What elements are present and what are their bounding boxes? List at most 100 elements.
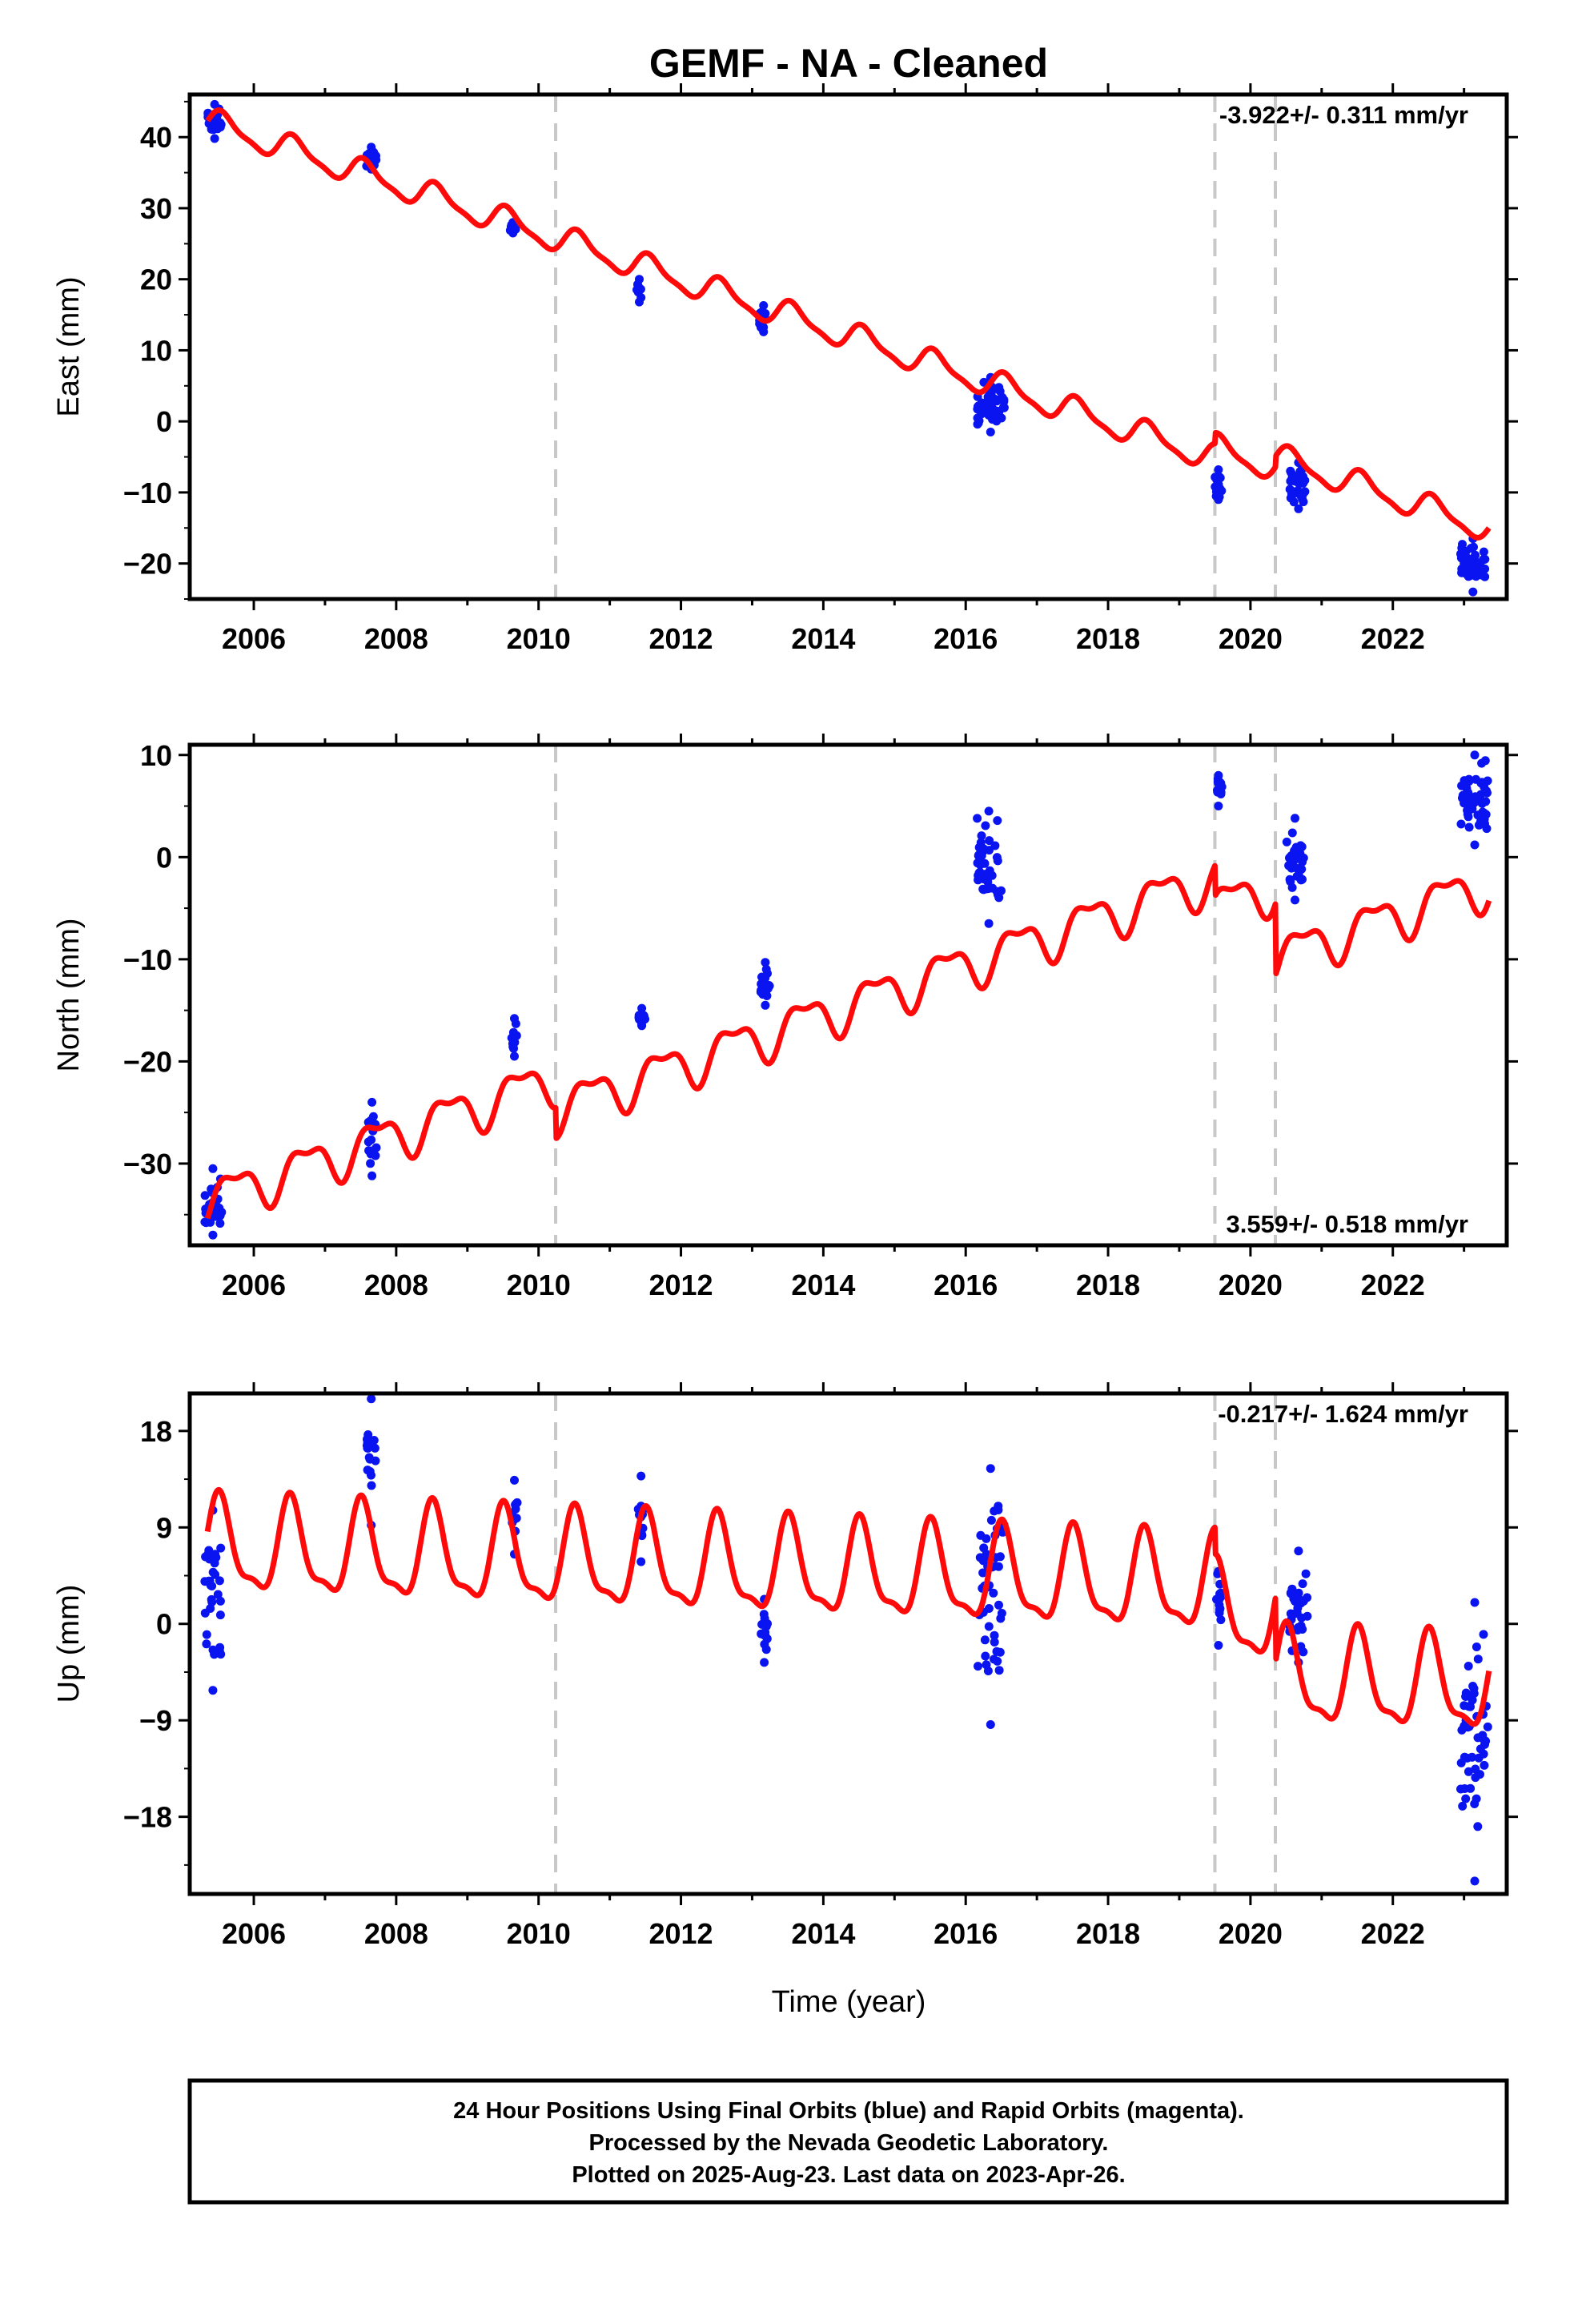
- y-tick-label: 20: [140, 263, 172, 296]
- data-point: [1480, 756, 1490, 766]
- data-point: [1211, 482, 1220, 492]
- data-point: [989, 1588, 998, 1598]
- x-tick-label: 2022: [1361, 622, 1425, 655]
- data-point: [1214, 495, 1223, 505]
- data-point: [1303, 1611, 1312, 1621]
- data-point: [511, 1500, 520, 1510]
- data-point: [997, 1609, 1006, 1618]
- data-point: [763, 969, 772, 979]
- data-point: [200, 1191, 210, 1200]
- data-point: [1299, 497, 1308, 507]
- data-point: [366, 1116, 375, 1125]
- data-point: [1291, 814, 1299, 823]
- y-axis: 10 0 −10 −20 −30: [123, 739, 1518, 1216]
- x-tick-label: 2016: [934, 1269, 998, 1301]
- data-point: [369, 1436, 379, 1445]
- data-point: [367, 143, 376, 152]
- data-point: [1458, 794, 1467, 803]
- y-tick-label: 18: [140, 1415, 172, 1448]
- data-point: [1212, 1594, 1221, 1604]
- x-tick-label: 2012: [648, 1917, 713, 1950]
- data-point: [1287, 489, 1296, 499]
- data-point: [999, 403, 1009, 412]
- data-point: [759, 301, 769, 310]
- data-point: [366, 1159, 375, 1168]
- y-axis-label-east: East (mm): [52, 276, 86, 416]
- data-point: [367, 1481, 376, 1490]
- data-point: [208, 1164, 218, 1173]
- data-point: [1470, 840, 1480, 850]
- data-point: [1471, 1773, 1480, 1783]
- footer-line-3: Plotted on 2025-Aug-23. Last data on 202…: [572, 2162, 1125, 2188]
- data-point: [363, 1434, 371, 1444]
- x-tick-label: 2022: [1361, 1269, 1425, 1301]
- data-point: [986, 1515, 996, 1525]
- data-point: [210, 134, 219, 143]
- x-tick-label: 2022: [1361, 1917, 1425, 1950]
- x-tick-label: 2008: [364, 622, 428, 655]
- data-point: [757, 986, 765, 995]
- data-point: [761, 1000, 770, 1010]
- data-point: [1294, 1588, 1303, 1598]
- data-point: [1298, 854, 1307, 863]
- data-point: [1468, 1682, 1478, 1691]
- x-tick-label: 2018: [1076, 1269, 1140, 1301]
- data-point: [760, 1658, 769, 1667]
- data-point: [759, 327, 769, 336]
- data-point: [985, 846, 994, 855]
- data-point: [990, 1630, 999, 1640]
- data-point: [982, 874, 992, 883]
- data-point: [984, 1604, 994, 1613]
- data-point: [208, 1230, 218, 1240]
- data-point: [993, 816, 1002, 826]
- data-point: [979, 1543, 989, 1553]
- footer-box: 24 Hour Positions Using Final Orbits (bl…: [187, 2078, 1509, 2205]
- data-point: [1287, 473, 1297, 483]
- rate-label-up: -0.217+/- 1.624 mm/yr: [1218, 1400, 1468, 1428]
- data-point: [1479, 1630, 1488, 1639]
- data-point: [1481, 810, 1491, 819]
- y-tick-label: 10: [140, 334, 172, 367]
- data-point: [367, 1394, 376, 1404]
- data-point: [207, 1594, 216, 1604]
- data-point: [1480, 1739, 1489, 1749]
- data-point: [765, 981, 774, 991]
- x-tick-label: 2008: [364, 1917, 428, 1950]
- data-point: [1296, 875, 1306, 885]
- data-point: [508, 228, 518, 238]
- data-point: [365, 1467, 375, 1476]
- x-tick-label: 2020: [1219, 622, 1283, 655]
- plot-frame: [187, 742, 1509, 1248]
- data-point: [1472, 1642, 1481, 1651]
- y-tick-label: −20: [123, 548, 172, 581]
- data-point: [1468, 587, 1478, 597]
- data-point: [210, 99, 219, 109]
- x-tick-label: 2014: [791, 1269, 855, 1301]
- data-point: [993, 1656, 1002, 1666]
- data-point: [1480, 1760, 1489, 1770]
- data-point: [508, 1042, 518, 1051]
- data-point: [999, 397, 1009, 406]
- y-tick-label: −30: [123, 1148, 172, 1180]
- data-point: [1466, 1783, 1476, 1793]
- data-point: [993, 412, 1002, 422]
- data-point: [1464, 1767, 1473, 1776]
- data-point: [994, 1666, 1004, 1675]
- y-tick-label: 40: [140, 121, 172, 154]
- data-point: [978, 1568, 988, 1578]
- data-point: [1464, 1662, 1473, 1671]
- data-point: [1282, 837, 1291, 846]
- data-point: [1458, 1801, 1468, 1811]
- data-point: [208, 1686, 218, 1695]
- x-axis-label: Time (year): [772, 1985, 926, 2019]
- data-point: [1297, 842, 1307, 851]
- data-point: [1468, 1695, 1477, 1705]
- data-point: [1296, 1621, 1306, 1630]
- data-point: [761, 958, 770, 967]
- footer-line-1: 24 Hour Positions Using Final Orbits (bl…: [453, 2098, 1244, 2124]
- data-point: [1289, 1594, 1299, 1603]
- x-tick-label: 2018: [1076, 622, 1140, 655]
